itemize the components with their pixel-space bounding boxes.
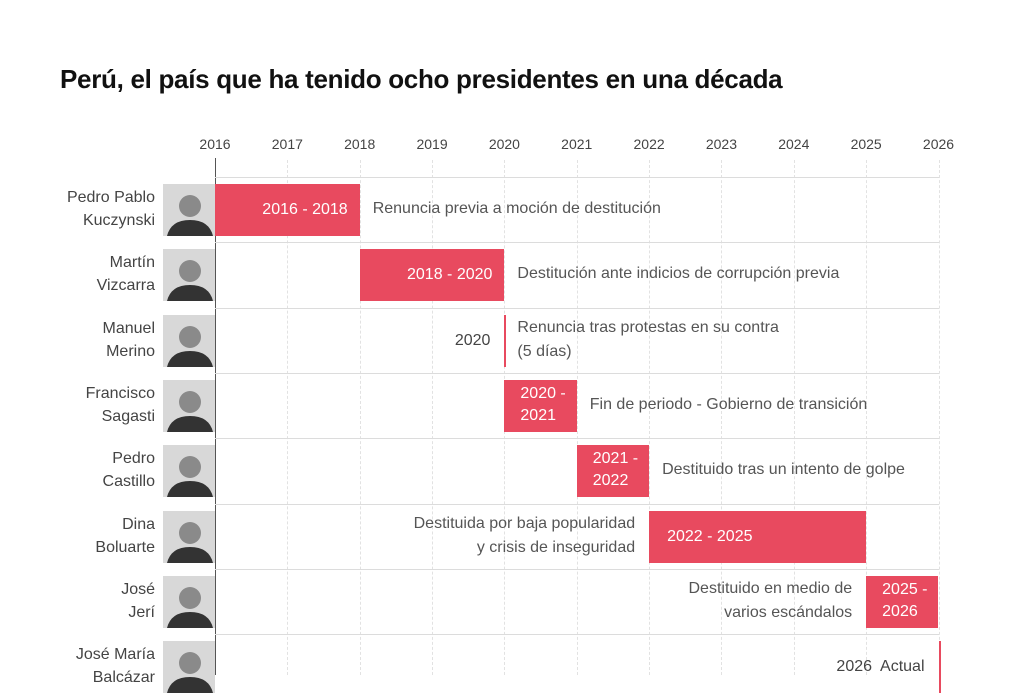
president-name: Martín [109,254,155,272]
term-label: 2020 - 2021 [520,384,566,424]
y-axis-line [215,158,216,675]
term-label: 2025 - 2026 [882,580,928,620]
president-photo [163,575,215,628]
term-bar [866,575,939,628]
president-photo [163,445,215,498]
term-label: 2021 - 2022 [592,450,639,490]
outcome-note: Destituida por baja popularidad y crisis… [413,514,636,556]
president-name: José María [75,646,155,664]
x-tick-label: 2026 [922,136,955,152]
x-tick-label: 2021 [561,136,593,152]
outcome-note: Destituido en medio de varios escándalos [688,579,853,621]
president-name: Pedro [112,450,155,468]
row-divider [215,307,939,309]
row-divider [215,242,939,244]
outcome-note: Renuncia tras protestas en su contra (5 … [517,318,779,360]
president-photo [163,641,215,693]
person-portrait-icon [167,195,213,236]
person-portrait-icon [167,325,213,367]
row-divider [215,503,939,505]
person-portrait-icon [167,456,213,498]
president-name: José [121,580,155,598]
gridline [287,160,289,675]
gridline [866,160,868,675]
x-tick-label: 2018 [344,136,376,152]
president-name: Pedro Pablo [66,189,155,206]
outcome-note: Destituido tras un intento de golpe [662,461,905,479]
row-divider [215,438,939,440]
x-tick-label: 2017 [271,136,303,152]
president-name: Kuczynski [82,212,155,229]
term-label: 2022 - 2025 [667,527,753,545]
president-photo [163,184,215,236]
outcome-note: Destitución ante indicios de corrupción … [517,265,840,283]
gridline [721,160,723,675]
gridline [359,160,361,675]
x-tick-label: 2020 [488,136,520,152]
president-photo [163,249,215,302]
x-tick-label: 2023 [705,136,738,152]
president-photo [163,510,215,563]
term-bar [215,184,360,236]
row-divider [215,568,939,570]
x-tick-label: 2022 [633,136,665,152]
president-name: Vizcarra [96,277,155,295]
timeline-chart: 2016 2017 2018 2019 2020 2021 2022 2023 2024 2025… [66,136,955,693]
president-photo [163,314,215,367]
term-bar [649,510,867,563]
person-portrait-icon [167,260,213,302]
president-name: Jerí [128,603,155,621]
gridline [576,160,578,675]
x-tick-label: 2024 [778,136,810,152]
president-name: Sagasti [101,407,155,425]
row-divider [215,177,939,178]
outcome-note: Renuncia previa a moción de destitución [372,200,661,217]
term-label: 2026 Actual [836,658,925,676]
gridline [432,160,434,675]
term-bar [576,445,650,498]
term-bar [504,314,507,367]
president-name: Manuel [102,319,155,337]
x-tick-label: 2025 [850,136,882,152]
x-tick-label: 2016 [199,136,231,152]
person-portrait-icon [167,652,213,693]
gridline [793,160,795,675]
row-divider [215,372,939,374]
outcome-note: Fin de periodo - Gobierno de transición [589,395,868,413]
president-name: Merino [106,342,155,360]
person-portrait-icon [167,521,213,563]
gridline [649,160,651,675]
president-name: Boluarte [95,538,155,556]
term-bar [359,249,505,302]
person-portrait-icon [167,586,213,628]
term-label: 2018 - 2020 [407,266,493,284]
x-tick-label: 2019 [416,136,448,152]
person-portrait-icon [167,390,213,432]
gridline [938,160,940,675]
president-name: Castillo [102,473,155,491]
president-name: Dina [122,515,155,533]
row-divider [215,634,939,636]
president-photo [163,379,215,432]
chart-title: Perú, el país que ha tenido ocho preside… [60,64,783,94]
term-label: 2016 - 2018 [262,201,348,218]
president-name: Balcázar [92,669,155,687]
term-bar [504,379,577,432]
president-name: Francisco [85,384,155,402]
term-bar [938,641,941,693]
term-label: 2020 [454,331,491,349]
